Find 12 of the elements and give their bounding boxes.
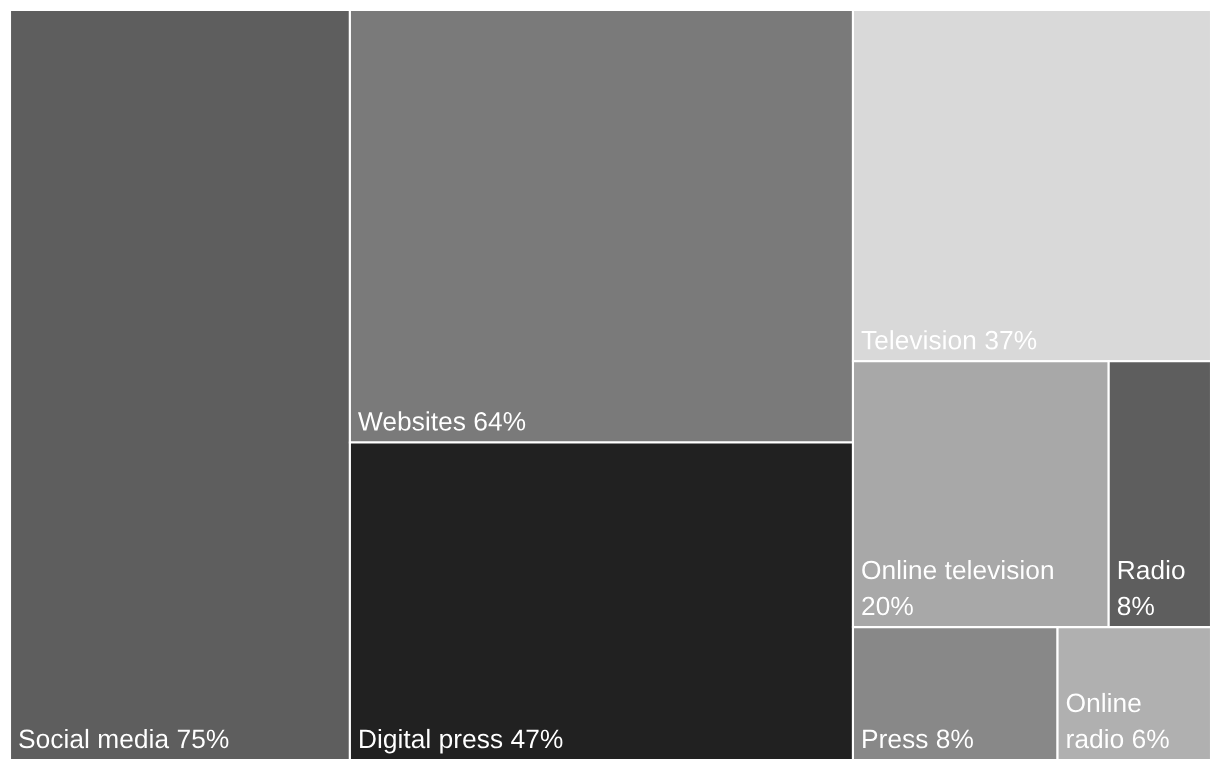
category-label: Websites xyxy=(358,411,466,431)
category-label: Radio xyxy=(1118,559,1185,580)
data-label: 8% xyxy=(1117,596,1154,616)
data-label: 20% xyxy=(862,596,913,616)
data-label: 75% xyxy=(177,729,229,749)
data-label: 8% xyxy=(936,729,973,749)
category-label: Online television xyxy=(862,559,1053,580)
category-label: Digital press xyxy=(360,728,503,754)
category-label: Press xyxy=(863,729,928,749)
category-label: Social media xyxy=(19,728,170,749)
data-label: 47% xyxy=(511,729,563,749)
data-label: 64% xyxy=(474,412,526,431)
